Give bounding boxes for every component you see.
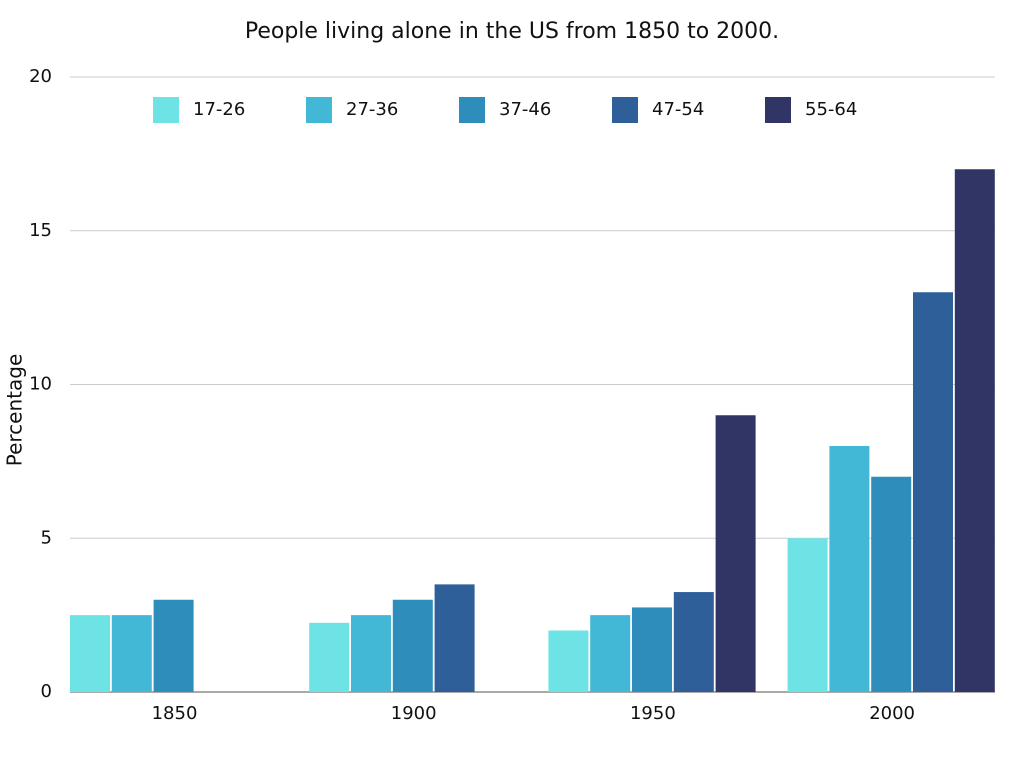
bar <box>309 622 350 692</box>
bar <box>548 630 589 692</box>
bar <box>954 169 995 692</box>
bar <box>590 615 631 692</box>
legend-label: 17-26 <box>193 99 245 120</box>
y-tick-label: 0 <box>41 681 52 702</box>
bar <box>829 446 870 692</box>
x-tick-label: 1950 <box>630 703 676 724</box>
x-tick-label: 1900 <box>391 703 437 724</box>
chart-title: People living alone in the US from 1850 … <box>245 19 779 44</box>
bar <box>153 599 194 692</box>
bar <box>392 599 433 692</box>
legend-swatch <box>765 97 791 123</box>
bar <box>111 615 152 692</box>
bar <box>632 607 672 692</box>
legend-label: 37-46 <box>499 99 551 120</box>
legend-label: 47-54 <box>652 99 704 120</box>
x-tick-label: 2000 <box>869 703 915 724</box>
y-tick-label: 10 <box>29 374 52 395</box>
bar <box>351 615 391 692</box>
bar <box>913 292 953 692</box>
bar <box>787 538 828 692</box>
y-tick-label: 15 <box>29 220 52 241</box>
bar <box>434 584 475 692</box>
bar <box>673 592 714 692</box>
legend-label: 55-64 <box>805 99 857 120</box>
legend-swatch <box>153 97 179 123</box>
legend-swatch <box>459 97 485 123</box>
bar <box>70 615 110 692</box>
legend-label: 27-36 <box>346 99 398 120</box>
x-tick-label: 1850 <box>152 703 198 724</box>
y-tick-label: 5 <box>41 527 52 548</box>
legend-swatch <box>306 97 332 123</box>
bar <box>871 476 912 692</box>
legend-swatch <box>612 97 638 123</box>
y-tick-label: 20 <box>29 66 52 87</box>
y-axis-label: Percentage <box>3 354 27 467</box>
bar <box>715 415 756 692</box>
